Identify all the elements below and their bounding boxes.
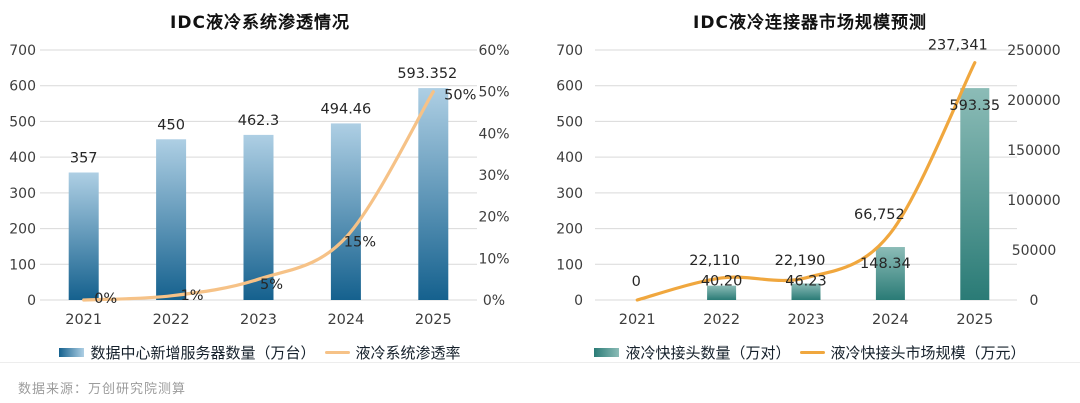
svg-text:200: 200 xyxy=(9,222,36,238)
svg-text:1%: 1% xyxy=(181,288,204,304)
svg-text:2023: 2023 xyxy=(240,312,277,328)
svg-text:0: 0 xyxy=(27,293,36,309)
svg-text:150000: 150000 xyxy=(1007,143,1060,159)
svg-text:100000: 100000 xyxy=(1007,193,1060,209)
svg-text:22,110: 22,110 xyxy=(689,253,740,269)
data-labels: 357 450 462.3 494.46 593.352 0% 1% 5% 15% 50% xyxy=(70,66,477,307)
svg-text:50%: 50% xyxy=(444,88,476,104)
svg-text:60%: 60% xyxy=(478,43,509,59)
legend-label: 数据中心新增服务器数量（万台） xyxy=(90,344,316,362)
svg-text:593.352: 593.352 xyxy=(397,66,457,82)
svg-text:2025: 2025 xyxy=(415,312,452,328)
legend-label: 液冷快接头市场规模（万元） xyxy=(830,344,1026,362)
penetration-chart: 0 100 200 300 400 500 600 700 0% 10% 20% 30% 40% 50% 6… xyxy=(0,0,520,370)
svg-text:494.46: 494.46 xyxy=(321,101,372,117)
svg-text:5%: 5% xyxy=(260,277,283,293)
market-forecast-chart: 0 100 200 300 400 500 600 700 0 50000 100000 150000… xyxy=(540,0,1080,370)
svg-text:0: 0 xyxy=(1030,293,1039,309)
svg-text:300: 300 xyxy=(556,186,583,202)
legend: 液冷快接头数量（万对） 液冷快接头市场规模（万元） xyxy=(540,342,1080,363)
bars xyxy=(68,88,449,301)
svg-text:66,752: 66,752 xyxy=(854,207,905,223)
svg-text:0: 0 xyxy=(632,274,641,290)
svg-text:200: 200 xyxy=(556,222,583,238)
legend-item-line: 液冷快接头市场规模（万元） xyxy=(799,342,1026,363)
svg-text:2021: 2021 xyxy=(619,312,656,328)
svg-text:2025: 2025 xyxy=(956,312,993,328)
svg-text:20%: 20% xyxy=(478,210,509,226)
legend-item-bars: 数据中心新增服务器数量（万台） xyxy=(59,342,316,363)
svg-text:50000: 50000 xyxy=(1012,243,1057,259)
svg-text:593.35: 593.35 xyxy=(949,98,1000,114)
penetration-chart-canvas: 0 100 200 300 400 500 600 700 0% 10% 20% 30% 40% 50% 6… xyxy=(9,43,509,328)
svg-text:40%: 40% xyxy=(478,126,509,142)
svg-text:2024: 2024 xyxy=(327,312,364,328)
chart-title: IDC液冷系统渗透情况 xyxy=(170,13,350,33)
svg-text:300: 300 xyxy=(9,186,36,202)
legend-item-line: 液冷系统渗透率 xyxy=(324,342,461,363)
svg-text:2023: 2023 xyxy=(788,312,825,328)
legend-label: 液冷快接头数量（万对） xyxy=(625,344,791,362)
bars xyxy=(707,88,990,300)
legend: 数据中心新增服务器数量（万台） 液冷系统渗透率 xyxy=(0,342,520,363)
svg-text:700: 700 xyxy=(556,43,583,59)
line-series xyxy=(82,90,435,302)
svg-text:0%: 0% xyxy=(94,291,117,307)
svg-text:600: 600 xyxy=(9,79,36,95)
svg-text:148.34: 148.34 xyxy=(860,256,911,272)
gridlines xyxy=(595,49,1017,301)
divider-line xyxy=(0,362,1080,363)
svg-text:2024: 2024 xyxy=(872,312,909,328)
bar-legend-swatch-icon xyxy=(59,348,85,357)
svg-text:500: 500 xyxy=(556,114,583,130)
line-series xyxy=(635,61,977,302)
svg-text:600: 600 xyxy=(556,79,583,95)
svg-text:30%: 30% xyxy=(478,168,509,184)
svg-text:450: 450 xyxy=(157,117,185,133)
gridlines xyxy=(40,49,477,301)
svg-text:200000: 200000 xyxy=(1007,93,1060,109)
svg-text:237,341: 237,341 xyxy=(928,38,988,54)
legend-label: 液冷系统渗透率 xyxy=(355,344,461,362)
svg-text:2022: 2022 xyxy=(703,312,740,328)
svg-text:0%: 0% xyxy=(483,293,505,309)
svg-text:700: 700 xyxy=(9,43,36,59)
line-legend-swatch-icon xyxy=(799,351,825,354)
svg-text:22,190: 22,190 xyxy=(775,253,826,269)
svg-text:50%: 50% xyxy=(478,85,509,101)
svg-text:400: 400 xyxy=(556,150,583,166)
svg-text:250000: 250000 xyxy=(1007,43,1060,59)
data-labels: 40.20 46.23 148.34 593.35 0 22,110 22,190 66,75… xyxy=(632,38,1001,290)
svg-text:2021: 2021 xyxy=(65,312,102,328)
svg-text:0: 0 xyxy=(574,293,583,309)
svg-text:46.23: 46.23 xyxy=(785,273,827,289)
legend-item-bars: 液冷快接头数量（万对） xyxy=(594,342,791,363)
svg-text:100: 100 xyxy=(9,257,36,273)
svg-text:462.3: 462.3 xyxy=(238,113,280,129)
chart-title: IDC液冷连接器市场规模预测 xyxy=(693,13,927,33)
svg-text:357: 357 xyxy=(70,151,98,167)
bar-legend-swatch-icon xyxy=(594,348,620,357)
svg-text:40.20: 40.20 xyxy=(701,274,743,290)
line-legend-swatch-icon xyxy=(324,351,350,354)
svg-text:400: 400 xyxy=(9,150,36,166)
svg-text:100: 100 xyxy=(556,257,583,273)
data-source-note: 数据来源：万创研究院测算 xyxy=(18,382,187,397)
svg-text:15%: 15% xyxy=(344,235,376,251)
svg-text:500: 500 xyxy=(9,114,36,130)
market-forecast-chart-canvas: 0 100 200 300 400 500 600 700 0 50000 100000 150000… xyxy=(556,38,1060,328)
svg-text:2022: 2022 xyxy=(153,312,190,328)
svg-text:10%: 10% xyxy=(478,251,509,267)
